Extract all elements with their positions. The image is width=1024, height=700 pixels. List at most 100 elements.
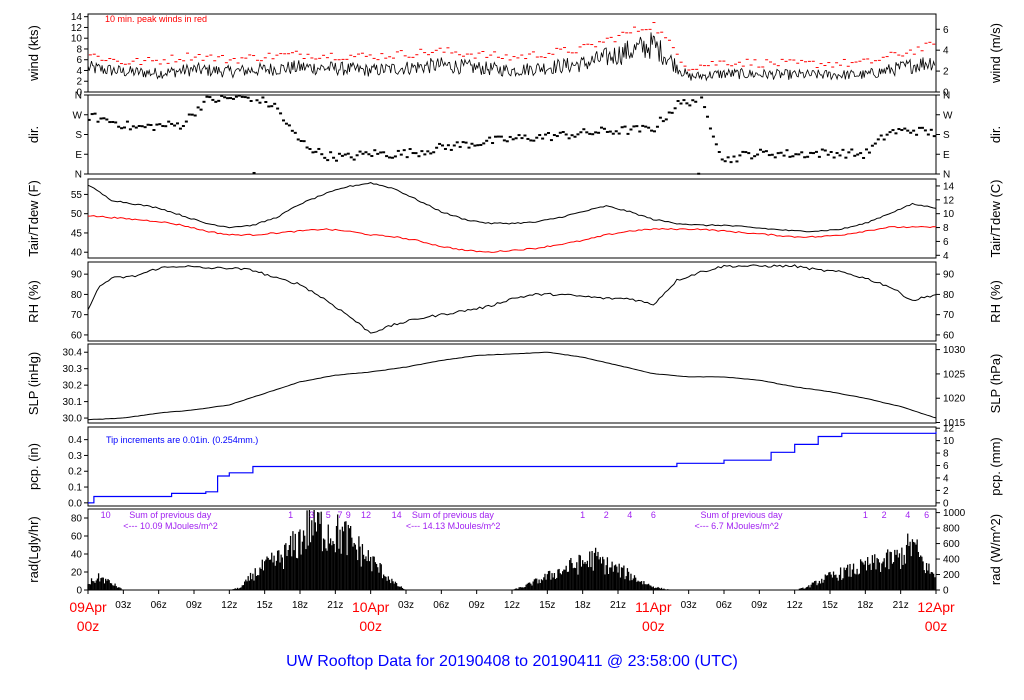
y-tick-label-left: 45 <box>71 228 83 239</box>
y-tick-label-right: 1000 <box>943 508 966 519</box>
y-tick-label-left: 0.4 <box>68 435 82 446</box>
y-tick-label-right: 80 <box>943 290 955 301</box>
y-tick-label-right: 4 <box>943 46 949 57</box>
y-tick-label-right: 0 <box>943 498 949 509</box>
y-tick-label-right: 6 <box>943 461 949 472</box>
y-tick-label-left: 4 <box>76 66 82 77</box>
y-tick-label-right: 4 <box>943 473 949 484</box>
solar-hour-label: 4 <box>905 510 910 520</box>
y-tick-label-right: 70 <box>943 310 955 321</box>
panel-frame <box>87 178 937 259</box>
y-tick-label-left: 14 <box>71 12 83 23</box>
y-tick-label-left: 55 <box>71 190 83 201</box>
y-tick-label-left: 6 <box>76 55 82 66</box>
y-tick-label-right: 4 <box>943 251 949 262</box>
y-tick-label-right: 12 <box>943 424 955 435</box>
daily-sum-note-value: <--- 6.7 MJoules/m^2 <box>694 521 779 531</box>
y-tick-label-right: 600 <box>943 539 960 550</box>
y-tick-label-left: 12 <box>71 23 83 34</box>
x-tick-label: 21z <box>893 600 909 611</box>
y-tick-label-right: 2 <box>943 67 949 78</box>
x-tick-label: 15z <box>822 600 838 611</box>
y-tick-label-left: 80 <box>71 514 83 525</box>
y-axis-label-right: pcp. (mm) <box>988 437 1003 496</box>
y-tick-label-right: S <box>943 130 950 141</box>
panel-frame <box>87 94 937 175</box>
series-slp <box>87 351 937 421</box>
y-tick-label-right: 1015 <box>943 418 966 429</box>
x-day-label-date: 12Apr <box>917 599 955 615</box>
y-tick-label-left: 0 <box>76 88 82 99</box>
y-tick-label-left: 30.1 <box>63 397 83 408</box>
y-axis-label-right: wind (m/s) <box>988 23 1003 84</box>
y-tick-label-left: 80 <box>71 290 83 301</box>
y-tick-label-left: 10 <box>71 34 83 45</box>
y-tick-label-left: 40 <box>71 248 83 259</box>
panel-humidity: RH (%) RH (%) 60 70 80 90 60 70 80 90 <box>26 261 1003 342</box>
y-tick-label-left: 8 <box>76 44 82 55</box>
daily-sum-note-title: Sum of previous day <box>700 510 783 520</box>
x-tick-label: 09z <box>751 600 767 611</box>
y-tick-label-left: 0.1 <box>68 483 82 494</box>
x-tick-label: 09z <box>469 600 485 611</box>
y-tick-label-left: 0 <box>76 586 82 597</box>
y-tick-label-left: 20 <box>71 568 83 579</box>
y-tick-label-left: 60 <box>71 330 83 341</box>
y-tick-label-left: N <box>75 170 82 181</box>
y-tick-label-right: 10 <box>943 209 955 220</box>
series-precip <box>87 431 937 504</box>
y-axis-label-left: Tair/Tdew (F) <box>26 180 41 257</box>
daily-sum-note-title: Sum of previous day <box>412 510 495 520</box>
series-rh <box>87 264 937 334</box>
y-tick-label-left: N <box>75 91 82 102</box>
y-tick-label-left: 50 <box>71 209 83 220</box>
x-tick-label: 18z <box>292 600 308 611</box>
daily-sum-note-value: <--- 14.13 MJoules/m^2 <box>406 521 501 531</box>
series-tdew <box>87 215 937 253</box>
x-tick-label: 06z <box>433 600 449 611</box>
y-axis-label-right: rad (W/m^2) <box>988 514 1003 585</box>
solar-hour-label: 6 <box>651 510 656 520</box>
y-tick-label-right: 60 <box>943 330 955 341</box>
y-tick-label-left: 70 <box>71 310 83 321</box>
y-tick-label-right: 8 <box>943 223 949 234</box>
solar-hour-label: 1 <box>580 510 585 520</box>
solar-hour-label: 3 <box>309 510 314 520</box>
y-tick-label-right: 400 <box>943 555 960 566</box>
tip-increment-annotation: Tip increments are 0.01in. (0.254mm.) <box>106 435 258 445</box>
x-tick-label: 21z <box>610 600 626 611</box>
y-tick-label-right: 10 <box>943 436 955 447</box>
peak-wind-annotation: 10 min. peak winds in red <box>105 14 207 24</box>
y-tick-label-right: 200 <box>943 570 960 581</box>
x-day-label-hour: 00z <box>925 618 948 634</box>
y-tick-label-left: 40 <box>71 550 83 561</box>
y-tick-label-right: 0 <box>943 88 949 99</box>
solar-hour-label: 7 <box>338 510 343 520</box>
panel-precipitation: pcp. (in) pcp. (mm) 0.0 0.1 0.2 0.3 0.4 02 468 10… <box>26 424 1003 510</box>
y-tick-label-left: 0.0 <box>68 498 82 509</box>
y-tick-label-left: 30.3 <box>63 364 83 375</box>
x-tick-label: 15z <box>539 600 555 611</box>
y-tick-label-left: 2 <box>76 77 82 88</box>
x-tick-label: 03z <box>681 600 697 611</box>
y-axis-label-left: wind (kts) <box>26 25 41 82</box>
solar-hour-label: 10 <box>101 510 111 520</box>
y-tick-label-right: 90 <box>943 270 955 281</box>
x-day-label-date: 11Apr <box>635 599 672 615</box>
y-tick-label-left: 0.2 <box>68 467 82 478</box>
x-tick-label: 09z <box>186 600 202 611</box>
y-axis-label-right: Tair/Tdew (C) <box>988 179 1003 257</box>
y-axis-label-left: rad(Lgly/hr) <box>26 516 41 582</box>
panel-direction: dir. dir.N NE ES SW WN N <box>26 91 1003 181</box>
solar-hour-label: 2 <box>604 510 609 520</box>
x-axis: 03z 06z 09z 12z 15z 18z 21z 03z 06z 09z 12z 15z 18z 2… <box>69 590 955 634</box>
y-axis-label-left: RH (%) <box>26 280 41 323</box>
y-axis-label-right: dir. <box>988 126 1003 143</box>
y-axis-label-left: SLP (inHg) <box>26 352 41 415</box>
y-axis-label-right: RH (%) <box>988 280 1003 323</box>
solar-hour-label: 6 <box>924 510 929 520</box>
y-tick-label-left: E <box>75 150 82 161</box>
x-tick-label: 03z <box>398 600 414 611</box>
y-tick-label-right: N <box>943 170 950 181</box>
